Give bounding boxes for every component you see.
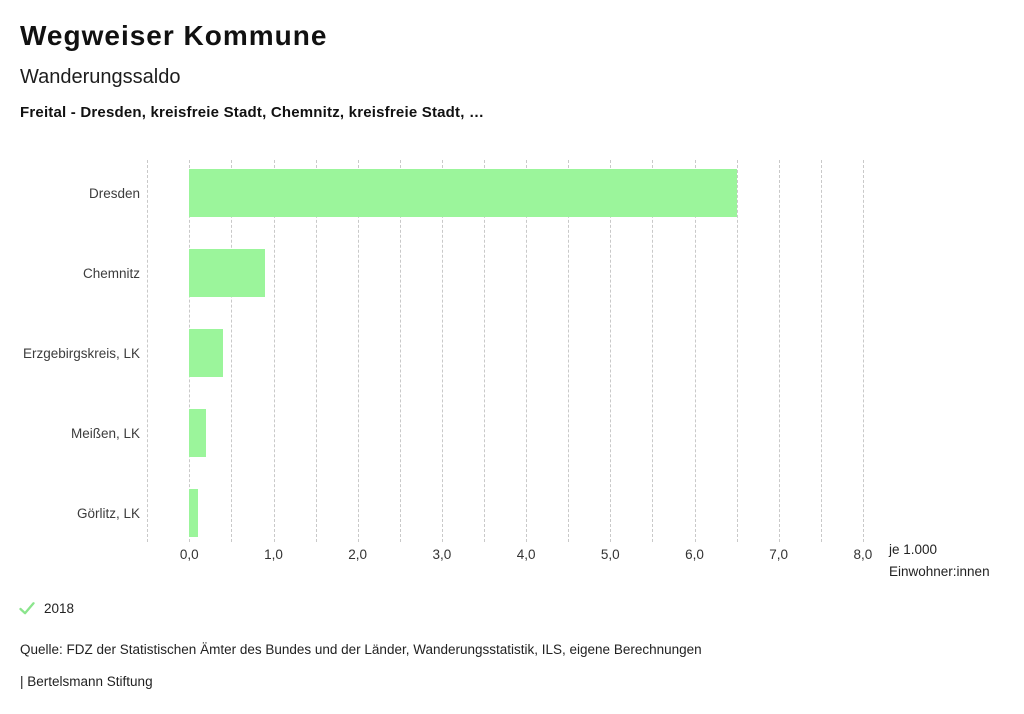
bar	[189, 409, 207, 457]
x-tick-label: 7,0	[769, 547, 789, 562]
axis-unit-line2: Einwohner:innen	[889, 564, 990, 579]
gridline	[484, 160, 485, 542]
bar	[189, 169, 737, 217]
x-tick-label: 1,0	[264, 547, 283, 562]
x-tick-label: 6,0	[685, 547, 704, 562]
gridline	[736, 160, 738, 542]
category-label: Dresden	[88, 185, 140, 201]
axis-unit-line1: je 1.000	[889, 542, 938, 557]
category-label: Meißen, LK	[70, 425, 140, 441]
page-title: Wegweiser Kommune	[20, 20, 328, 51]
bar	[189, 489, 198, 537]
gridline	[231, 160, 233, 542]
branding-line: | Bertelsmann Stiftung	[20, 674, 153, 689]
gridline	[820, 160, 822, 542]
legend-year-label: 2018	[44, 601, 75, 616]
gridline	[610, 160, 612, 542]
source-line: Quelle: FDZ der Statistischen Ämter des …	[20, 642, 702, 657]
x-tick-label: 2,0	[348, 547, 368, 562]
category-label: Erzgebirgskreis, LK	[22, 345, 140, 361]
x-tick-label: 8,0	[853, 547, 873, 562]
check-icon	[19, 602, 35, 615]
x-tick-label: 4,0	[516, 547, 536, 562]
x-tick-label: 5,0	[600, 547, 620, 562]
indicator-title: Wanderungssaldo	[20, 66, 181, 88]
gridline	[778, 160, 780, 542]
x-tick-label: 0,0	[179, 547, 199, 562]
bar	[189, 329, 223, 377]
gridline	[399, 160, 401, 542]
bar	[189, 249, 266, 297]
gridline	[357, 160, 359, 542]
gridline	[652, 160, 654, 542]
gridline	[147, 160, 149, 542]
x-tick-label: 3,0	[432, 547, 452, 562]
gridline	[694, 160, 696, 542]
category-label: Görlitz, LK	[76, 505, 140, 521]
axis-unit-label: je 1.000 Einwohner:innen	[889, 539, 990, 583]
gridline	[568, 160, 570, 542]
gridline	[526, 160, 528, 542]
gridline	[862, 160, 864, 542]
gridline	[273, 160, 275, 542]
gridline	[315, 160, 317, 542]
legend-year-toggle[interactable]: 2018	[19, 601, 74, 616]
selection-line: Freital - Dresden, kreisfreie Stadt, Che…	[20, 104, 485, 121]
category-label: Chemnitz	[82, 265, 140, 281]
gridline	[441, 160, 443, 542]
